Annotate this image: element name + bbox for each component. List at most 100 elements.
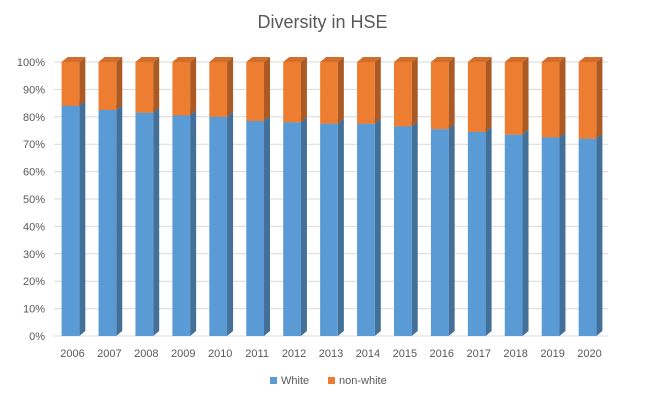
x-tick-label: 2014 [356, 348, 380, 360]
legend-label: non-white [339, 375, 387, 387]
x-tick-label: 2011 [245, 348, 269, 360]
y-tick-label: 50% [23, 194, 45, 206]
bar-side [485, 126, 492, 337]
y-tick-label: 60% [23, 167, 45, 179]
bar-top [209, 57, 234, 62]
bar-side [79, 57, 86, 106]
bar-front [320, 62, 338, 124]
bar-front [578, 62, 597, 139]
bar-segment [172, 110, 197, 337]
chart-title: Diversity in HSE [257, 12, 388, 32]
bar-segment [394, 57, 418, 127]
bar-front [467, 131, 486, 336]
bar-side [596, 57, 603, 139]
bar-front [430, 62, 449, 130]
bar-side [300, 117, 307, 336]
bar-segment [430, 57, 455, 130]
bar-front [135, 112, 154, 336]
bar-side [522, 57, 529, 135]
bar-side [485, 57, 492, 132]
bar-front [504, 134, 523, 336]
y-tick-label: 10% [23, 304, 45, 316]
bar-side [116, 104, 123, 336]
bar-segment [320, 57, 344, 124]
bar-front [209, 62, 228, 117]
bar-segment [467, 57, 492, 132]
bar-side [448, 57, 455, 130]
x-tick-label: 2016 [430, 348, 454, 360]
y-tick-label: 40% [23, 221, 45, 233]
x-tick-label: 2010 [208, 348, 232, 360]
bar-side [190, 57, 197, 116]
bar-segment [61, 57, 86, 106]
bar-top [357, 57, 381, 62]
bar-top [541, 57, 566, 62]
y-tick-label: 100% [17, 57, 45, 69]
bar-front [135, 62, 154, 113]
bar-segment [98, 57, 123, 110]
bar-segment [172, 57, 197, 116]
bar-segment [504, 129, 529, 336]
bar-side [153, 107, 160, 336]
bar-top [320, 57, 344, 62]
bar-segment [283, 117, 307, 336]
bar-segment [135, 107, 160, 336]
bar-top [430, 57, 455, 62]
x-tick-label: 2018 [503, 348, 527, 360]
bar-front [394, 126, 412, 336]
bar-front [541, 62, 560, 138]
bar-top [394, 57, 418, 62]
y-tick-label: 80% [23, 112, 45, 124]
bar-front [246, 62, 264, 121]
bar-segment [61, 100, 86, 336]
y-tick-label: 0% [29, 331, 45, 343]
bar-side [153, 57, 160, 113]
y-tick-label: 90% [23, 84, 45, 96]
bar-segment [578, 133, 603, 336]
bar-side [374, 57, 381, 124]
bar-segment [209, 57, 234, 117]
bar-segment [541, 57, 566, 138]
bar-top [61, 57, 86, 62]
bar-side [559, 57, 566, 138]
x-tick-label: 2017 [466, 348, 490, 360]
x-tick-label: 2009 [171, 348, 195, 360]
bar-top [98, 57, 123, 62]
bar-segment [209, 111, 234, 336]
bar-side [227, 111, 234, 336]
bar-side [227, 57, 234, 117]
bar-side [190, 110, 197, 337]
bar-segment [394, 121, 418, 336]
bar-side [300, 57, 307, 123]
x-tick-label: 2013 [319, 348, 343, 360]
bar-front [61, 105, 80, 336]
bar-front [504, 62, 523, 135]
bar-top [246, 57, 270, 62]
bar-segment [320, 118, 344, 337]
x-tick-label: 2012 [282, 348, 306, 360]
bar-side [596, 133, 603, 336]
x-tick-label: 2006 [60, 348, 84, 360]
bar-top [172, 57, 197, 62]
bar-side [559, 132, 566, 336]
bar-front [467, 62, 486, 132]
legend-label: White [281, 375, 309, 387]
bar-segment [246, 115, 270, 336]
bar-front [283, 62, 301, 123]
bar-front [394, 62, 412, 127]
legend-swatch [328, 377, 335, 384]
legend-swatch [270, 377, 277, 384]
bar-front [357, 123, 375, 337]
bar-front [172, 115, 191, 337]
y-tick-label: 20% [23, 276, 45, 288]
bar-segment [357, 118, 381, 337]
bar-front [98, 62, 117, 110]
bar-top [467, 57, 492, 62]
y-tick-label: 70% [23, 139, 45, 151]
bar-segment [578, 57, 603, 139]
bar-front [209, 116, 228, 336]
bar-front [98, 109, 117, 336]
x-tick-label: 2020 [577, 348, 601, 360]
